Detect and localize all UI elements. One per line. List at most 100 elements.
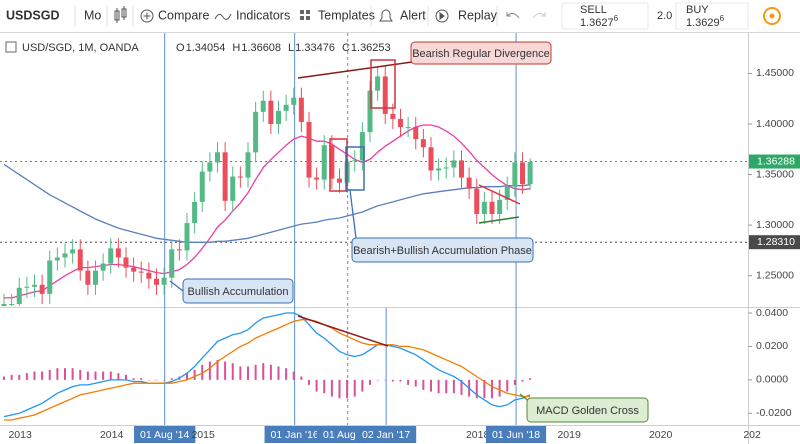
toolbar-button[interactable]: Alert	[400, 8, 426, 22]
callout-box	[351, 237, 534, 263]
trend-line	[478, 216, 520, 224]
x-tick-label: 01 Jan '16	[271, 429, 319, 441]
candle-body	[192, 201, 198, 224]
candle-body	[352, 160, 358, 162]
macd-histogram-bar	[18, 374, 21, 380]
candle-body	[222, 152, 228, 201]
y-tick-label: 1.30000	[756, 219, 794, 231]
sell-pip: 6	[614, 14, 619, 23]
candle-body	[458, 160, 464, 178]
macd-histogram-bar	[224, 361, 227, 380]
macd-histogram-bar	[185, 373, 188, 380]
candle-body	[321, 145, 327, 180]
time-label-box	[264, 426, 325, 443]
candle-body	[207, 162, 213, 172]
price-label: 1.28310	[757, 236, 795, 248]
divergence-line	[297, 61, 413, 79]
candle-body	[329, 145, 335, 179]
macd-histogram-bar	[170, 378, 173, 380]
undo-icon[interactable]	[506, 12, 520, 19]
candle-body	[47, 260, 53, 294]
macd-histogram-bar	[3, 376, 5, 380]
macd-histogram-bar	[490, 379, 493, 399]
legend-value: 1.34054	[186, 42, 226, 54]
price-label: 1.36288	[757, 155, 795, 167]
chart-style-icon[interactable]	[114, 6, 127, 23]
macd-histogram-bar	[147, 379, 150, 381]
signal-line	[4, 319, 531, 421]
replay-icon[interactable]	[435, 9, 449, 23]
candle-body	[413, 127, 419, 140]
callout-box	[182, 278, 294, 304]
candle-body	[519, 162, 525, 185]
candle-body	[466, 177, 472, 189]
macd-histogram-bar	[163, 379, 166, 381]
macd-histogram-bar	[63, 368, 66, 380]
macd-histogram-bar	[246, 366, 249, 380]
candle-body	[131, 267, 137, 272]
interval[interactable]: Mo	[84, 8, 101, 22]
candle-body	[275, 110, 281, 124]
macd-y-tick-label: 0.0200	[756, 340, 788, 352]
macd-histogram-bar	[285, 368, 288, 380]
alert-icon[interactable]	[379, 9, 393, 22]
toolbar-button[interactable]: Compare	[158, 8, 209, 22]
macd-histogram-bar	[41, 371, 44, 380]
macd-histogram-bar	[109, 371, 112, 380]
macd-histogram-bar	[193, 369, 196, 380]
sell-box[interactable]	[561, 2, 649, 30]
candle-body	[77, 249, 83, 271]
macd-histogram-bar	[483, 379, 486, 399]
callout-box	[526, 397, 649, 423]
toolbar-button[interactable]: Indicators	[236, 8, 290, 22]
sell-label: SELL	[580, 4, 607, 16]
macd-histogram-bar	[384, 379, 387, 381]
candle-body	[291, 97, 297, 105]
compare-icon[interactable]	[140, 9, 154, 23]
candle-body	[108, 248, 114, 264]
macd-histogram-bar	[79, 369, 82, 380]
macd-histogram-bar	[10, 374, 13, 380]
toolbar-button[interactable]: Replay	[458, 8, 498, 22]
callout-text: Bearish Regular Divergence	[412, 48, 550, 60]
candle-body	[375, 76, 381, 91]
macd-line	[3, 312, 531, 418]
buy-box[interactable]	[675, 2, 749, 30]
candle-body	[474, 188, 480, 214]
macd-histogram-bar	[460, 379, 463, 395]
macd-histogram-bar	[315, 379, 318, 392]
y-tick-label: 1.45000	[756, 67, 794, 79]
drawings	[297, 59, 521, 347]
candle-body	[359, 132, 365, 161]
macd-histogram-bar	[513, 379, 516, 385]
time-label-box	[134, 426, 196, 443]
x-tick-label: 2019	[557, 429, 581, 441]
x-tick-label: 2014	[100, 429, 124, 441]
candle-body	[176, 249, 182, 251]
buy-price: 1.36296	[686, 14, 725, 29]
toolbar-button[interactable]: Templates	[318, 8, 375, 22]
macd-histogram-bar	[307, 379, 310, 385]
redo-icon[interactable]	[532, 12, 546, 19]
macd-histogram-bar	[262, 363, 265, 380]
candle-body	[169, 249, 175, 278]
candle-body	[497, 199, 503, 214]
candle-body	[306, 121, 312, 178]
indicators-icon[interactable]	[214, 13, 232, 20]
callout-text: Bearish+Bullish Accumulation Phase	[353, 245, 532, 257]
symbol[interactable]: USDSGD	[6, 8, 59, 22]
legend-value: 1.36608	[241, 42, 281, 54]
macd-histogram-bar	[86, 371, 89, 380]
macd-histogram-bar	[155, 379, 158, 381]
y-tick-label: 1.40000	[756, 118, 794, 130]
candle-body	[245, 152, 251, 178]
templates-icon[interactable]	[300, 10, 310, 20]
candle-body	[214, 152, 220, 163]
candle-body	[161, 277, 167, 285]
macd-histogram-bar	[231, 363, 234, 380]
macd-y-tick-label: -0.0200	[756, 407, 792, 419]
macd-histogram-bar	[353, 379, 356, 397]
callout-text: MACD Golden Cross	[536, 405, 639, 417]
settings-icon[interactable]	[763, 7, 781, 25]
